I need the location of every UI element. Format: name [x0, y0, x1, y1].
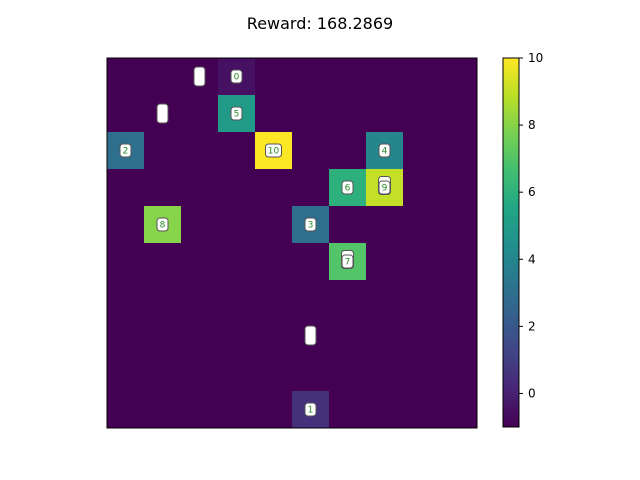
reward-label: 1	[308, 406, 314, 416]
reward-label: 3	[308, 221, 314, 231]
colorbar-tick-label: 2	[528, 319, 536, 333]
reward-label: 7	[345, 258, 351, 268]
colorbar-tick-label: 10	[528, 51, 543, 65]
reward-label: 9	[382, 184, 388, 194]
reward-label-box	[378, 143, 391, 158]
reward-label: 0	[234, 73, 240, 83]
colorbar: 0 2 4 6 8 10	[502, 51, 543, 428]
reward-label: 2	[123, 147, 129, 157]
reward-label-box	[304, 402, 317, 417]
reward-label: 8	[160, 221, 166, 231]
reward-label-box	[230, 106, 243, 121]
reward-label: 5	[234, 110, 240, 120]
reward-label-box	[341, 254, 354, 269]
colorbar-gradient	[502, 57, 520, 428]
agent-marker	[304, 325, 317, 346]
reward-label-box	[378, 180, 391, 195]
colorbar-tick-label: 6	[528, 185, 536, 199]
colorbar-tick-label: 8	[528, 118, 536, 132]
reward-label: 10	[268, 147, 280, 157]
reward-label-box	[119, 143, 132, 158]
reward-label-box	[265, 143, 282, 158]
reward-label: 6	[345, 184, 351, 194]
grid-map: 0 5 2 10 4 6 9 8 3 7 1	[107, 58, 477, 428]
colorbar-tick-label: 0	[528, 386, 536, 400]
reward-label-box	[230, 69, 243, 84]
colorbar-tick-label: 4	[528, 252, 536, 266]
reward-label-box	[341, 180, 354, 195]
reward-title: Reward: 168.2869	[246, 14, 394, 33]
agent-marker	[193, 66, 206, 87]
reward-label-box	[156, 217, 169, 232]
reward-label: 4	[382, 147, 388, 157]
grid-frame	[106, 57, 478, 429]
agent-marker	[156, 103, 169, 124]
reward-label-box	[304, 217, 317, 232]
